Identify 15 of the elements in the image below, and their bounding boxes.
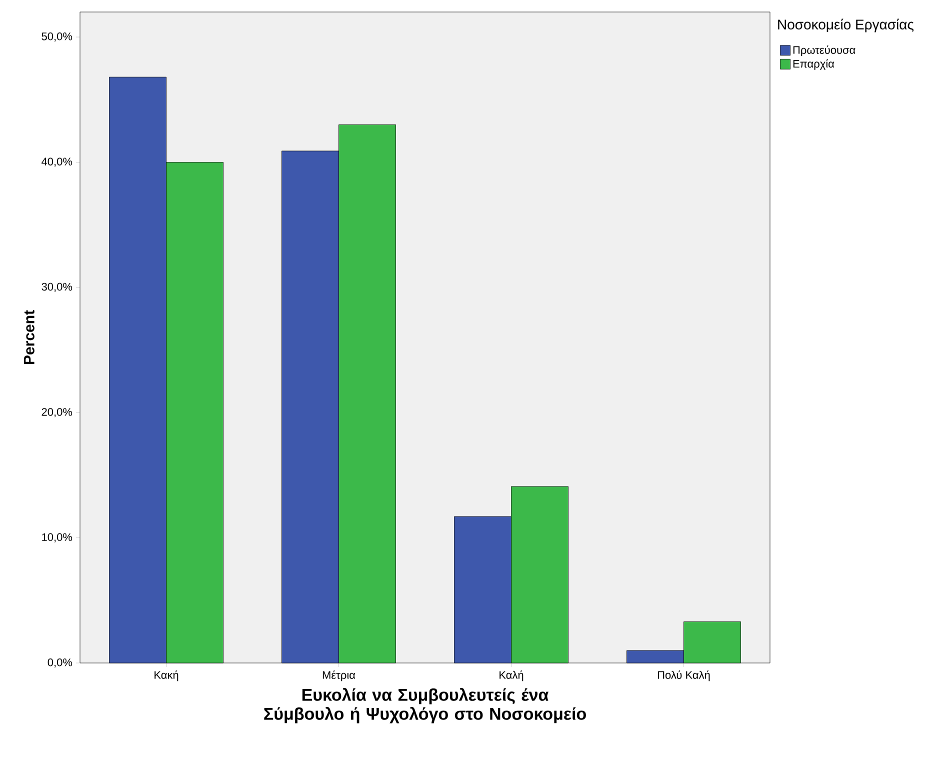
y-tick-label: 30,0%: [42, 282, 72, 292]
x-tick-label: Πολύ Καλή: [658, 670, 710, 682]
y-axis-title: Percent: [24, 310, 34, 364]
x-tick-label: Κακή: [154, 670, 178, 682]
x-axis-title: Ευκολία να Συμβουλευτείς ένα Σύμβουλο ή Ψυχολόγο στο Νοσοκομείο: [264, 688, 586, 724]
legend-title: Νοσοκομείο Εργασίας: [778, 18, 914, 32]
x-tick-label: Μέτρια: [322, 670, 356, 682]
y-tick-label: 40,0%: [42, 158, 72, 167]
legend-label: Πρωτεύουσα: [793, 45, 856, 56]
x-tick-label: Καλή: [500, 670, 524, 682]
y-tick-label: 50,0%: [42, 32, 72, 42]
y-tick-label: 0,0%: [48, 658, 72, 668]
legend-label: Επαρχία: [793, 59, 834, 70]
y-tick-label: 20,0%: [42, 408, 72, 418]
y-tick-label: 10,0%: [42, 533, 72, 542]
